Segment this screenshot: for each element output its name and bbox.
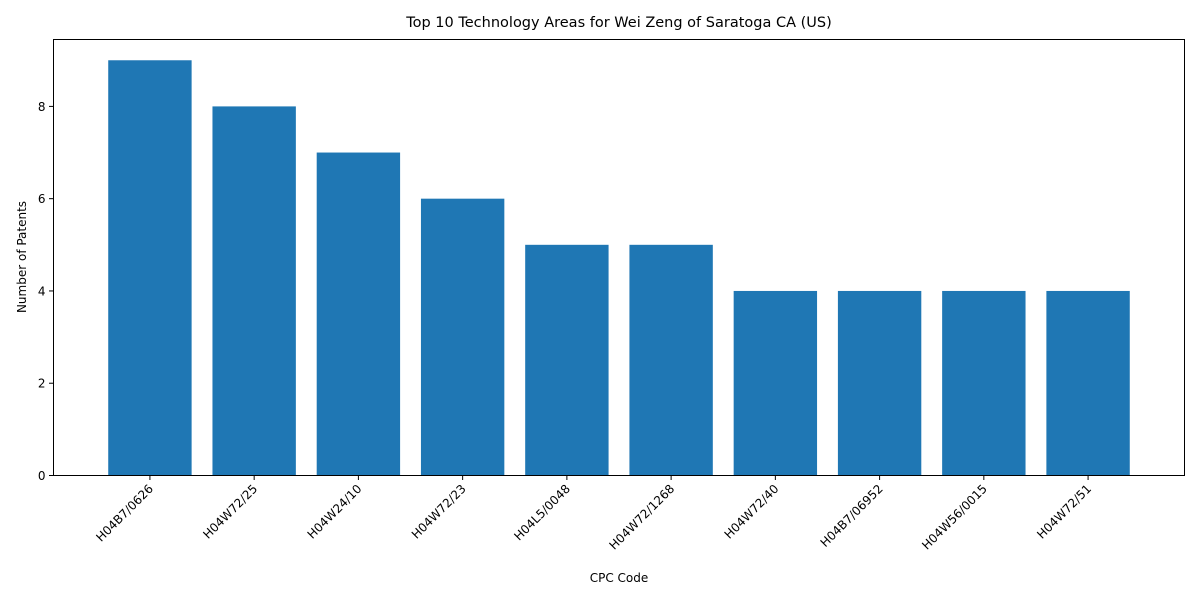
bar-h04b7-06952 — [838, 291, 921, 476]
y-tick-label: 8 — [38, 100, 46, 114]
x-tick-label: H04W72/23 — [409, 482, 469, 542]
y-axis-label: Number of Patents — [15, 201, 29, 313]
bar-h04w24-10 — [317, 153, 400, 476]
x-tick-label: H04W24/10 — [305, 482, 365, 542]
y-tick-label: 0 — [38, 469, 46, 483]
bar-h04w56-0015 — [942, 291, 1025, 476]
bar-h04w72-23 — [421, 199, 504, 476]
y-tick-label: 4 — [38, 284, 46, 298]
x-tick-label: H04W72/1268 — [607, 482, 678, 553]
x-axis-ticks: H04B7/0626 H04W72/25 H04W24/10 H04W72/23 H04… — [93, 476, 1094, 553]
x-tick-label: H04B7/06952 — [818, 482, 886, 550]
x-tick-label: H04W56/0015 — [919, 482, 990, 553]
bar-h04l5-0048 — [525, 245, 608, 476]
x-axis-label: CPC Code — [590, 571, 649, 585]
x-tick-label: H04W72/40 — [722, 482, 782, 542]
bar-h04w72-51 — [1046, 291, 1129, 476]
bar-h04w72-1268 — [629, 245, 712, 476]
y-axis-ticks: 0 2 4 6 8 — [38, 100, 54, 483]
x-tick-label: H04W72/51 — [1034, 482, 1094, 542]
bar-h04b7-0626 — [108, 60, 191, 475]
y-tick-label: 2 — [38, 377, 46, 391]
bar-h04w72-40 — [734, 291, 817, 476]
y-tick-label: 6 — [38, 192, 46, 206]
x-tick-label: H04W72/25 — [200, 482, 260, 542]
x-tick-label: H04B7/0626 — [93, 482, 156, 545]
bar-h04w72-25 — [212, 106, 295, 475]
bars-group — [108, 60, 1130, 475]
x-tick-label: H04L5/0048 — [511, 482, 573, 544]
chart-title: Top 10 Technology Areas for Wei Zeng of … — [405, 15, 832, 31]
